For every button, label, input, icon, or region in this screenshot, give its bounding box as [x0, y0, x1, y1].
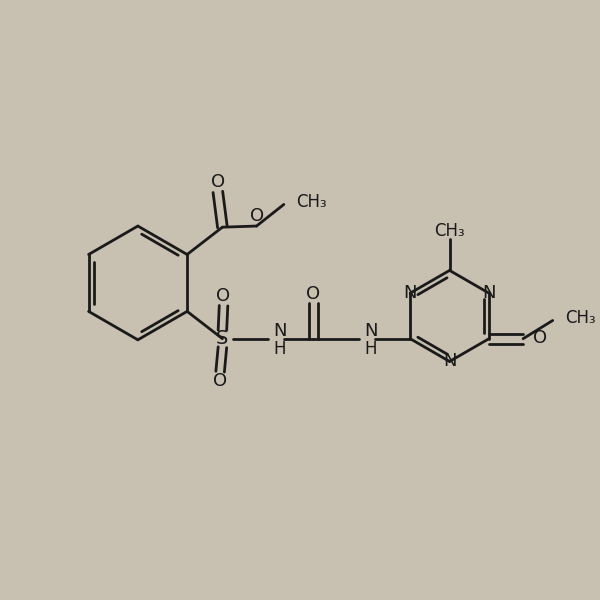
Text: O: O [307, 285, 320, 303]
Text: CH₃: CH₃ [296, 193, 327, 211]
Text: H: H [365, 340, 377, 358]
Text: O: O [211, 173, 225, 191]
Text: O: O [213, 373, 227, 391]
Text: O: O [217, 287, 230, 305]
Text: N: N [482, 284, 496, 302]
Text: CH₃: CH₃ [434, 221, 465, 239]
Text: N: N [274, 322, 287, 340]
Text: O: O [533, 329, 547, 347]
Text: N: N [365, 322, 378, 340]
Text: H: H [274, 340, 286, 358]
Text: N: N [443, 352, 457, 370]
Text: CH₃: CH₃ [565, 308, 596, 326]
Text: O: O [250, 207, 264, 225]
Text: S: S [216, 329, 229, 348]
Text: N: N [403, 284, 417, 302]
